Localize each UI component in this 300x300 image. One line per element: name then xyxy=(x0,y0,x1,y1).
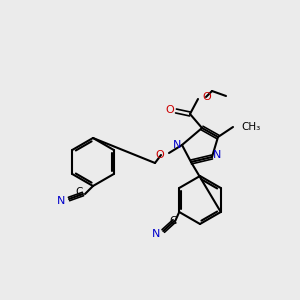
Text: O: O xyxy=(202,92,211,102)
Text: O: O xyxy=(166,105,174,115)
Text: N: N xyxy=(152,229,160,239)
Text: N: N xyxy=(213,150,221,160)
Text: N: N xyxy=(173,140,181,150)
Text: O: O xyxy=(155,150,164,160)
Text: C: C xyxy=(75,187,83,197)
Text: CH₃: CH₃ xyxy=(241,122,260,132)
Text: C: C xyxy=(169,216,177,226)
Text: N: N xyxy=(57,196,65,206)
